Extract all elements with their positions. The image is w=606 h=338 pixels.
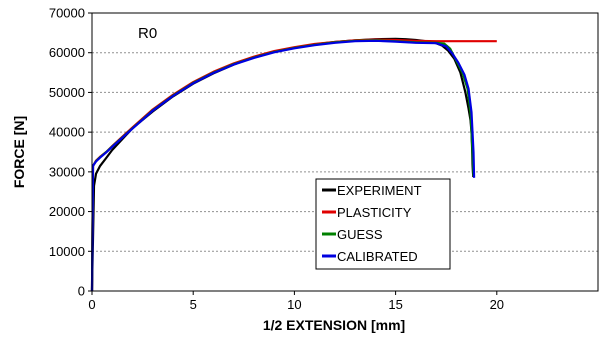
y-tick-label: 10000 [49, 244, 85, 259]
y-tick-label: 60000 [49, 45, 85, 60]
y-axis-title: FORCE [N] [11, 116, 27, 188]
series-line-calibrated [90, 39, 476, 292]
x-tick-label: 15 [388, 297, 402, 312]
y-tick-label: 50000 [49, 85, 85, 100]
x-tick-label: 10 [287, 297, 301, 312]
series-lines [90, 37, 497, 292]
y-tick-label: 0 [78, 284, 85, 299]
x-tick-label: 5 [190, 297, 197, 312]
axes [88, 12, 599, 295]
plot-frame [91, 12, 599, 292]
legend-box [315, 178, 451, 270]
panel-annotation: R0 [138, 25, 157, 42]
tick-labels: 0 5 10 15 20 0 10000 20000 30000 40000 50000 60000 7… [49, 6, 504, 313]
legend: EXPERIMENT PLASTICITY GUESS CALIBRATED [315, 178, 451, 270]
legend-label-experiment: EXPERIMENT [337, 183, 422, 198]
x-tick-label: 20 [490, 297, 504, 312]
x-tick-label: 0 [88, 297, 95, 312]
y-tick-label: 70000 [49, 6, 85, 21]
legend-label-plasticity: PLASTICITY [337, 205, 412, 220]
legend-label-calibrated: CALIBRATED [337, 249, 418, 264]
legend-label-guess: GUESS [337, 227, 383, 242]
y-tick-label: 40000 [49, 125, 85, 140]
y-tick-label: 20000 [49, 204, 85, 219]
y-tick-label: 30000 [49, 164, 85, 179]
x-axis-title: 1/2 EXTENSION [mm] [263, 317, 405, 333]
